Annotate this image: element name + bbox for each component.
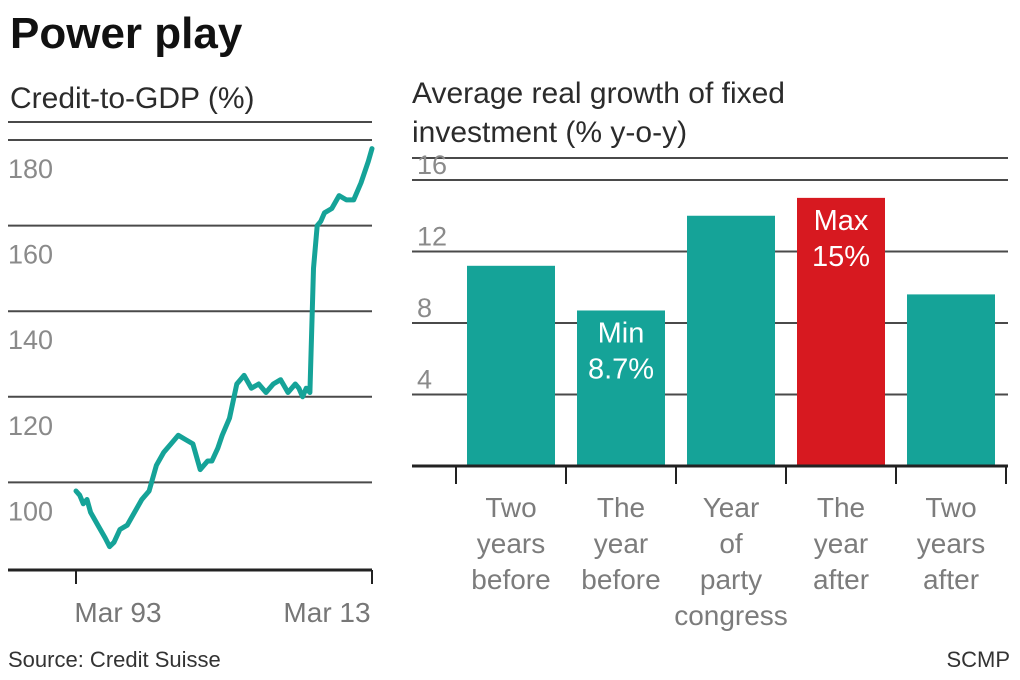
source-note: Source: Credit Suisse (8, 647, 221, 672)
bar-value-annotation: 8.7% (588, 353, 654, 385)
bar-chart-category-label: congress (674, 600, 788, 631)
main-title: Power play (10, 9, 243, 58)
line-chart-x-tick-label: Mar 93 (74, 597, 161, 628)
bar-chart-bars (467, 197, 995, 466)
bar-chart-category-label: party (700, 564, 762, 595)
bar-chart-category-label: before (471, 564, 550, 595)
line-chart-y-tick-label: 160 (8, 240, 53, 270)
bar-chart-category-label: The (817, 492, 865, 523)
bar-chart-category-label: Two (485, 492, 536, 523)
bar (797, 197, 885, 466)
bar-chart-annotations: Min 8.7% Max 15% (588, 205, 870, 386)
bar (687, 215, 775, 466)
bar-chart-category-label: year (594, 528, 648, 559)
bar-chart-category-label: after (923, 564, 979, 595)
bar-chart-y-ticks: 4 8 12 16 (417, 150, 447, 395)
line-chart-series (73, 146, 375, 550)
line-chart-gridlines (8, 121, 372, 484)
bar-value-annotation: Max (814, 205, 869, 237)
bar-chart-x-axis (412, 464, 1008, 484)
bar-chart-category-label: years (477, 528, 545, 559)
bar (467, 265, 555, 466)
bar-chart-category-label: years (917, 528, 985, 559)
line-chart-title: Credit-to-GDP (%) (10, 82, 254, 115)
bar-chart-category-labels: Two years before The year before Year of party co… (471, 492, 985, 631)
bar-chart-category-label: Year (703, 492, 760, 523)
bar-chart-category-label: Two (925, 492, 976, 523)
bar-chart-y-tick-label: 16 (417, 150, 447, 180)
publisher-credit: SCMP (946, 647, 1010, 672)
bar-chart-category-label: year (814, 528, 868, 559)
credit-to-gdp-line (73, 146, 375, 550)
credit-to-gdp-chart: Credit-to-GDP (%) 100 120 140 160 180 Mar 93… (8, 82, 375, 628)
bar-chart-category-label: before (581, 564, 660, 595)
fixed-investment-chart: Average real growth of fixed investment (… (412, 77, 1008, 631)
bar-chart-y-tick-label: 4 (417, 365, 432, 395)
bar (577, 310, 665, 466)
line-chart-y-tick-label: 120 (8, 411, 53, 441)
bar-chart-y-tick-label: 8 (417, 293, 432, 323)
bar-chart-category-label: of (719, 528, 743, 559)
bar-chart-category-label: The (597, 492, 645, 523)
bar (907, 294, 995, 466)
bar-chart-y-tick-label: 12 (417, 222, 447, 252)
bar-chart-title: Average real growth of fixed investment (… (412, 77, 785, 149)
line-chart-x-tick-label: Mar 13 (283, 597, 370, 628)
bar-chart-category-label: after (813, 564, 869, 595)
line-chart-y-tick-label: 140 (8, 325, 53, 355)
line-chart-y-ticks: 100 120 140 160 180 (8, 154, 53, 526)
line-chart-x-axis: Mar 93 Mar 13 (8, 568, 373, 628)
line-chart-y-tick-label: 180 (8, 154, 53, 184)
line-chart-y-tick-label: 100 (8, 496, 53, 526)
bar-value-annotation: Min (598, 317, 645, 349)
bar-value-annotation: 15% (812, 241, 870, 273)
